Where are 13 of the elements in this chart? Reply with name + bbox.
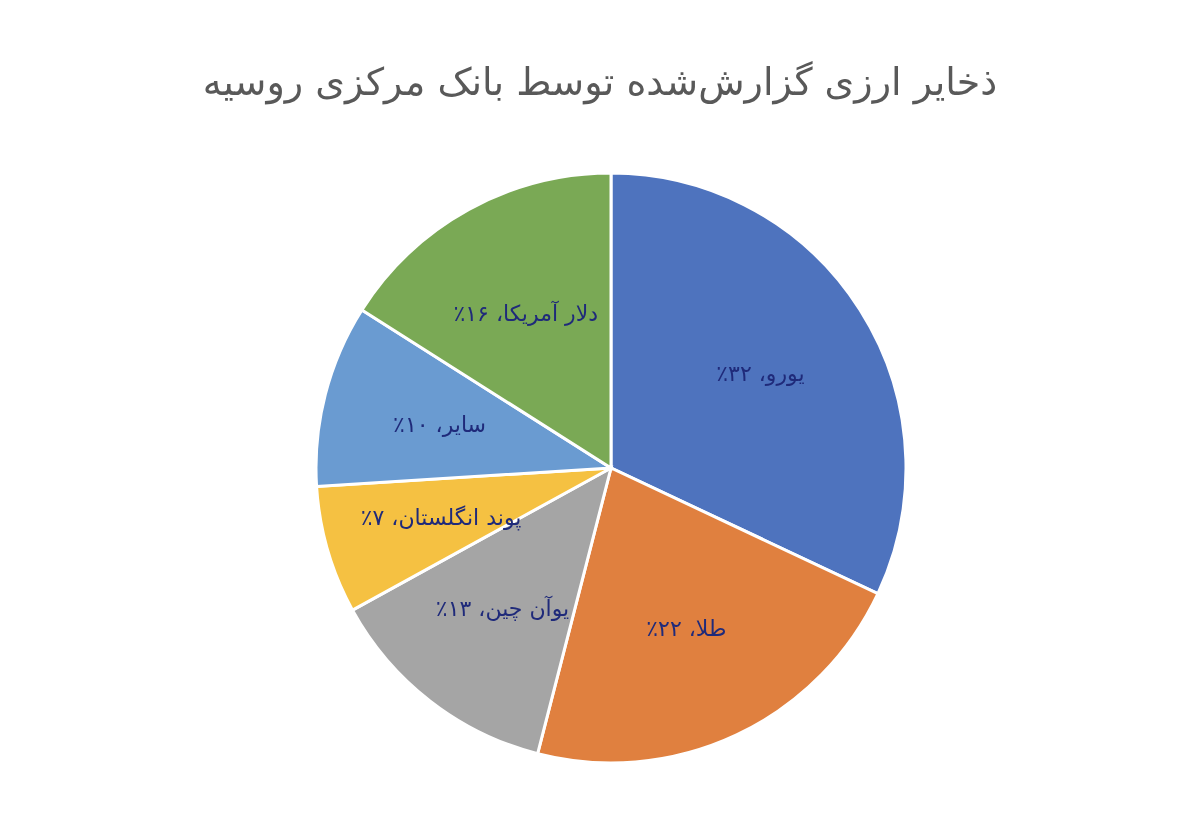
slice-label: دلار آمریکا: [503, 299, 598, 326]
slice-label: یورو: [764, 360, 805, 386]
slice-label: پوند انگلستان: [398, 504, 522, 531]
chart-title: ذخایر ارزی گزارش‌شده توسط بانک مرکزی روسیه: [201, 60, 999, 104]
data-label: ، ۱۰٪: [393, 411, 443, 437]
slice-label: یوآن چین: [485, 594, 570, 621]
slice-label: سایر: [441, 411, 487, 437]
data-label: ، ۳۲٪: [716, 360, 766, 386]
data-label: ، ۷٪: [360, 504, 399, 530]
slice-label: طلا: [695, 615, 727, 641]
data-label: ، ۱۳٪: [435, 595, 486, 621]
data-label: ، ۲۲٪: [646, 615, 696, 641]
data-label: ، ۱۶٪: [453, 300, 504, 326]
